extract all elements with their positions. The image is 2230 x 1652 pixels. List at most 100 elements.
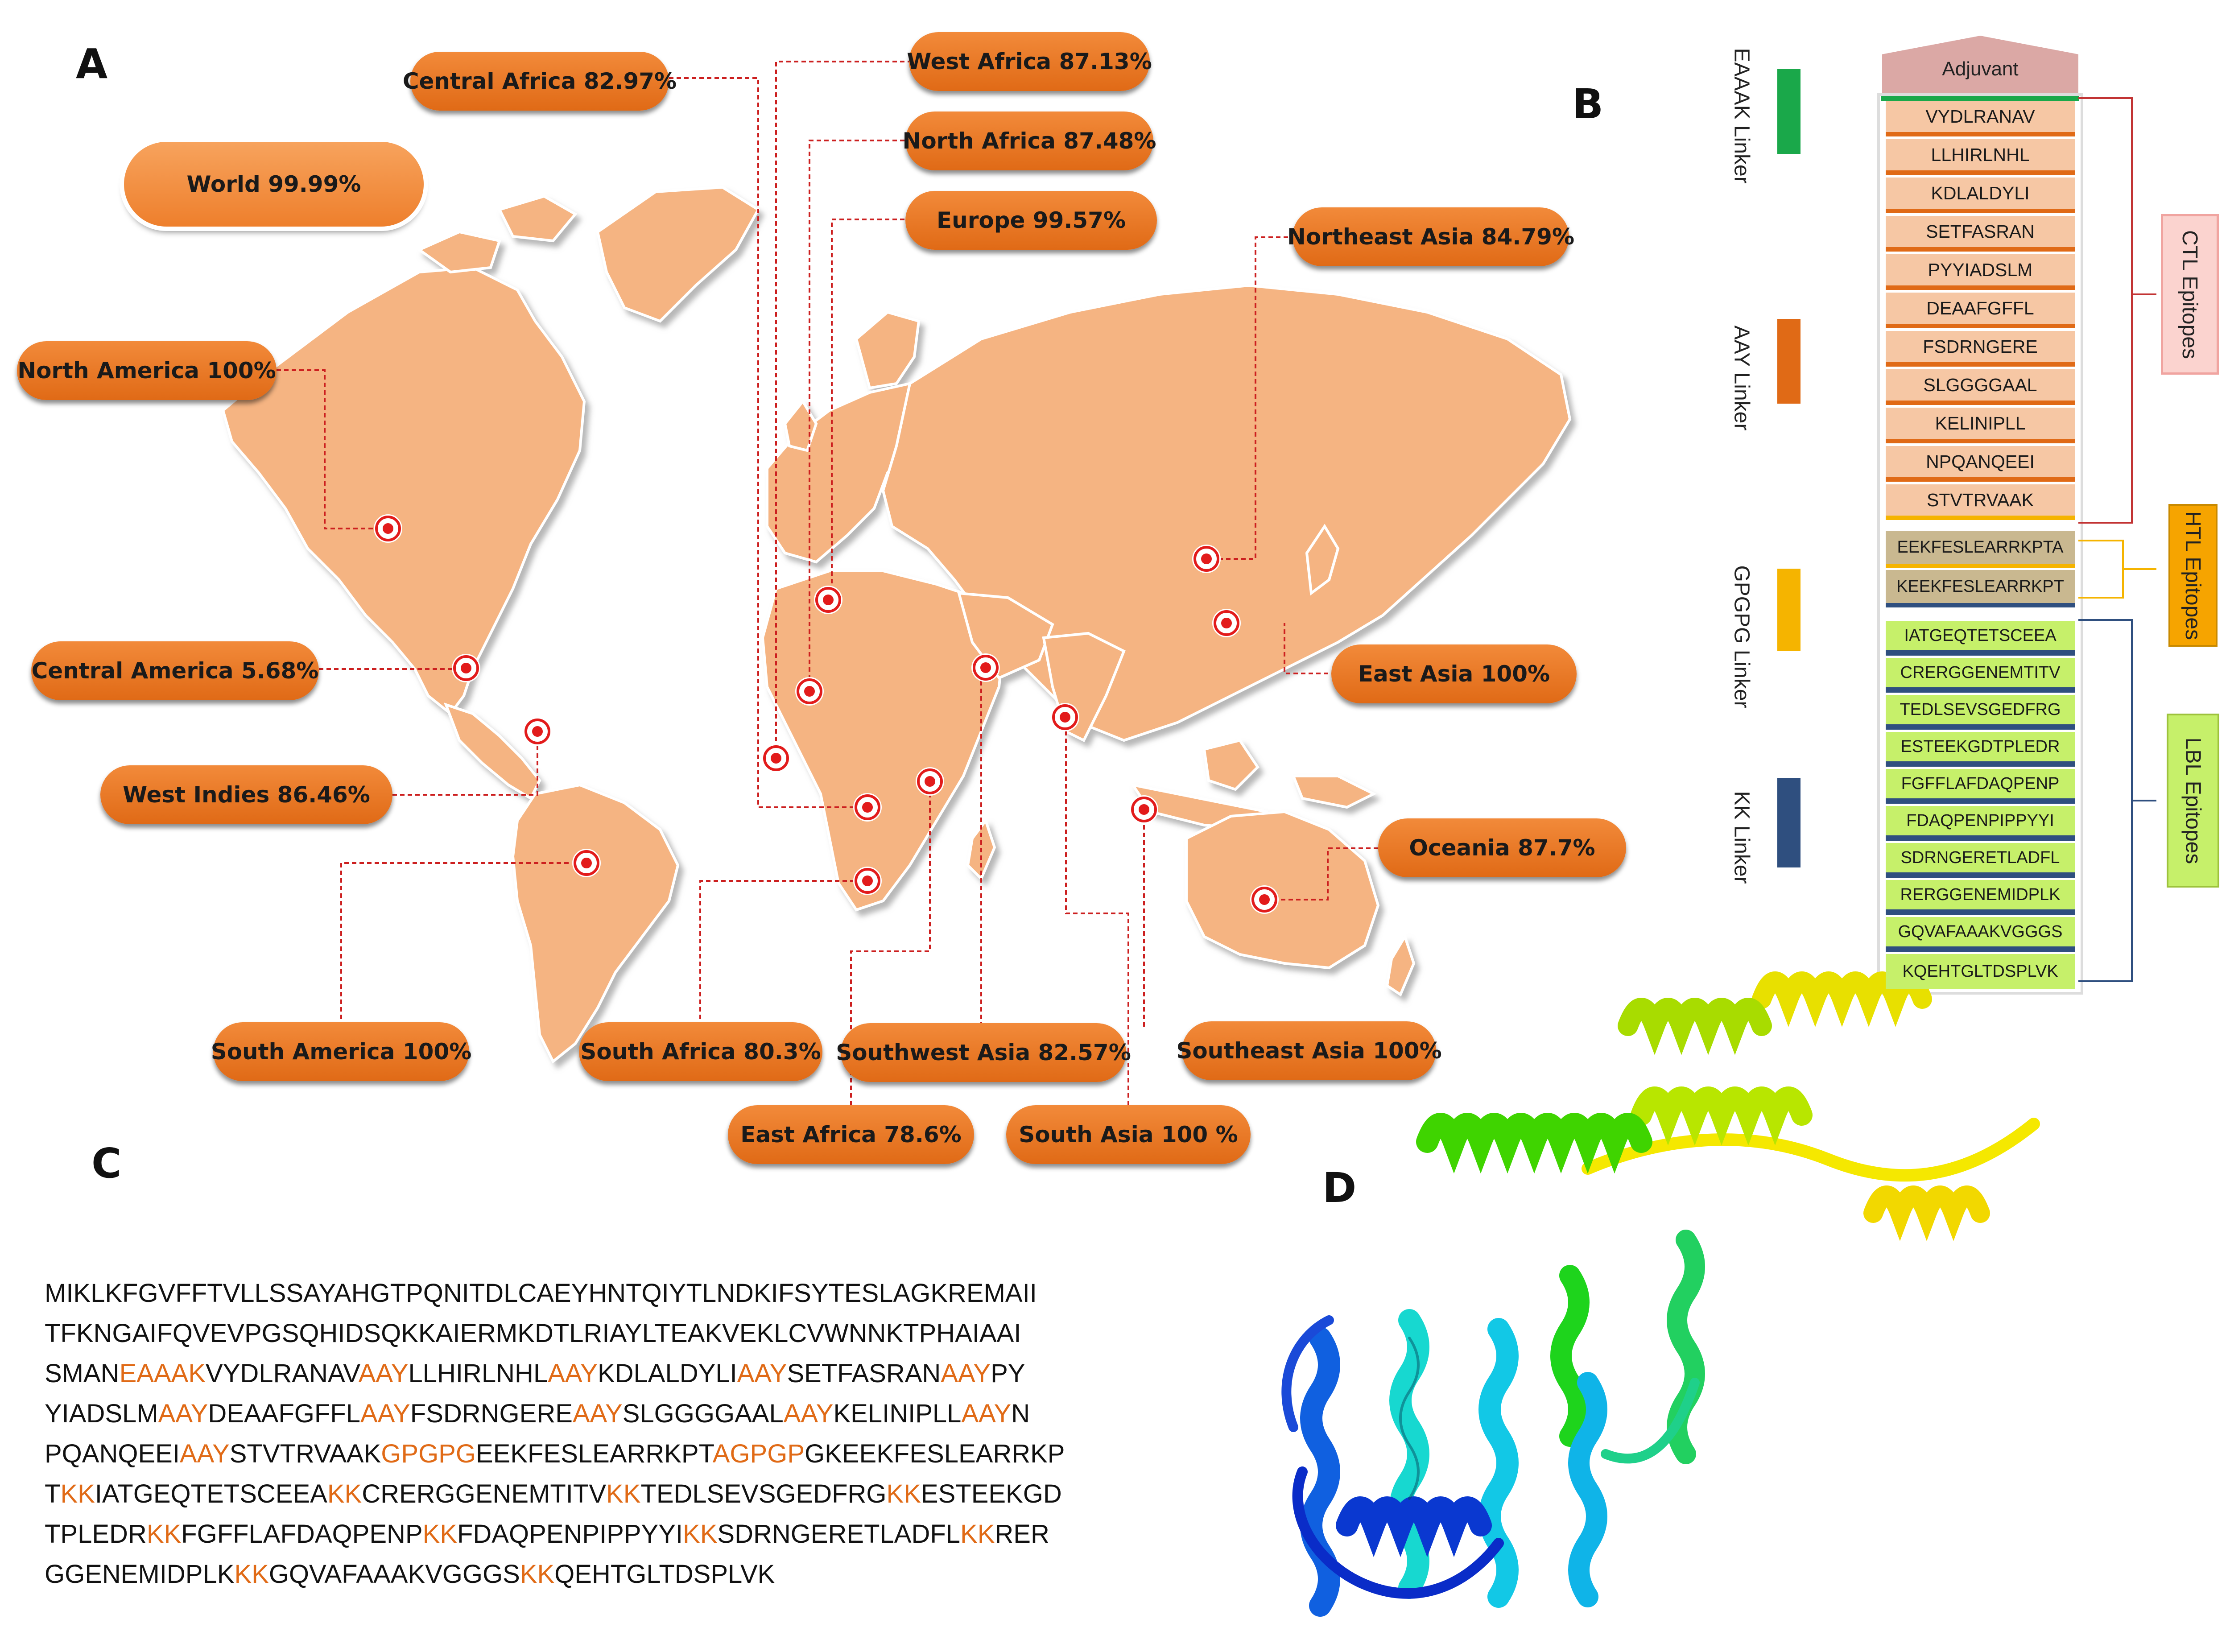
panel-b-letter: B bbox=[1572, 80, 1604, 128]
map-borneo bbox=[1202, 739, 1260, 791]
legend-label-gpgpg: GPGPG Linker bbox=[1730, 565, 1754, 708]
lbl-epitope-4: ESTEEKGDTPLEDR bbox=[1886, 732, 2075, 767]
helix-yellowgreen bbox=[1631, 1086, 1813, 1146]
helix-yellow-1 bbox=[1752, 971, 1932, 1027]
map-central-america bbox=[443, 702, 541, 801]
region-pill-southeast-asia: Southeast Asia 100% bbox=[1176, 1021, 1442, 1080]
region-pill-north-africa: North Africa 87.48% bbox=[902, 112, 1156, 170]
marker-south-asia bbox=[1051, 703, 1079, 731]
ctl-epitope-1: VYDLRANAV bbox=[1886, 101, 2075, 136]
ctl-epitope-3: KDLALDYLI bbox=[1886, 178, 2075, 213]
loop-blue-2 bbox=[1281, 1315, 1334, 1432]
linker-motif: KK bbox=[886, 1479, 921, 1508]
region-pill-europe: Europe 99.57% bbox=[905, 191, 1157, 250]
ctl-epitope-4: SETFASRAN bbox=[1886, 216, 2075, 252]
legend-swatch-kk bbox=[1777, 778, 1801, 867]
marker-east-asia bbox=[1212, 609, 1241, 637]
panel-d-letter: D bbox=[1322, 1164, 1357, 1212]
linker-motif: AAY bbox=[783, 1399, 834, 1428]
helix-yellow-2 bbox=[1863, 1185, 1990, 1241]
linker-motif: KK bbox=[327, 1479, 362, 1508]
linker-motif: AAY bbox=[548, 1359, 598, 1388]
leader-east-asia bbox=[1284, 623, 1336, 674]
leader-west-indies bbox=[392, 734, 538, 796]
ctl-epitope-6: DEAAFGFFL bbox=[1886, 293, 2075, 328]
marker-west-indies bbox=[523, 717, 552, 746]
region-pill-east-asia: East Asia 100% bbox=[1331, 644, 1577, 703]
lbl-epitope-6: FDAQPENPIPPYYI bbox=[1886, 806, 2075, 841]
linker-motif: KK bbox=[520, 1560, 555, 1589]
marker-north-america bbox=[374, 514, 402, 543]
sequence-line: MIKLKFGVFFTVLLSSAYAHGTPQNITDLCAEYHNTQIYT… bbox=[45, 1279, 1037, 1308]
map-africa bbox=[761, 570, 1005, 912]
strand-yellow bbox=[1582, 1118, 2040, 1182]
region-pill-south-america: South America 100% bbox=[211, 1022, 471, 1081]
helix-cyan-2 bbox=[1478, 1318, 1519, 1608]
map-north-america bbox=[221, 266, 586, 716]
ribbon-shadow bbox=[1399, 1337, 1420, 1500]
map-arabia bbox=[957, 591, 1054, 680]
adjuvant-linker-bar bbox=[1881, 95, 2079, 101]
linker-motif: AAY bbox=[179, 1439, 230, 1468]
marker-central-africa bbox=[853, 793, 882, 822]
leader-oceania bbox=[1266, 847, 1378, 900]
linker-motif: AGPGP bbox=[712, 1439, 805, 1468]
map-new-guinea bbox=[1291, 775, 1377, 809]
sequence-line: SMANEAAAKVYDLRANAVAAYLLHIRLNHLAAYKDLALDY… bbox=[45, 1359, 1025, 1388]
panel-c-letter: C bbox=[91, 1140, 122, 1187]
map-japan bbox=[1305, 524, 1340, 596]
helix-cyan-1 bbox=[1389, 1309, 1429, 1599]
map-scandinavia bbox=[855, 310, 921, 390]
marker-south-america bbox=[572, 849, 601, 877]
linker-motif: AAY bbox=[961, 1399, 1012, 1428]
lbl-epitope-2: CRERGGENEMTITV bbox=[1886, 658, 2075, 693]
linker-motif: KK bbox=[422, 1520, 457, 1549]
leader-europe bbox=[831, 219, 912, 600]
lbl-epitope-7: SDRNGERETLADFL bbox=[1886, 843, 2075, 878]
marker-northeast-asia bbox=[1192, 545, 1221, 573]
marker-oceania bbox=[1250, 885, 1279, 914]
lbl-epitope-5: FGFFLAFDAQPENP bbox=[1886, 769, 2075, 804]
htl-group-label-text: HTL Epitopes bbox=[2181, 511, 2205, 640]
helix-green-2 bbox=[1550, 1265, 1590, 1447]
leader-central-africa bbox=[669, 77, 865, 808]
protein-structure bbox=[1281, 971, 2040, 1617]
ctl-group-label-text: CTL Epitopes bbox=[2178, 230, 2202, 359]
linker-motif: AAY bbox=[158, 1399, 208, 1428]
linker-motif: KK bbox=[60, 1479, 95, 1508]
linker-motif: AAY bbox=[737, 1359, 787, 1388]
map-canada-islands-2 bbox=[497, 194, 578, 243]
sequence-line: YIADSLMAAYDEAAFGFFLAAYFSDRNGEREAAYSLGGGG… bbox=[45, 1399, 1030, 1428]
world-coverage-pill: World 99.99% bbox=[124, 142, 424, 227]
ctl-epitope-7: FSDRNGERE bbox=[1886, 331, 2075, 367]
leader-north-america bbox=[277, 369, 388, 529]
sequence-line: TFKNGAIFQVEVPGSQHIDSQKKAIERMKDTLRIAYLTEA… bbox=[45, 1319, 1021, 1348]
ctl-epitope-2: LLHIRLNHL bbox=[1886, 139, 2075, 175]
linker-motif: KK bbox=[683, 1520, 718, 1549]
marker-north-africa bbox=[795, 677, 824, 706]
marker-east-africa bbox=[916, 767, 944, 796]
htl-epitope-1: EEKFESLEARRKPTA bbox=[1886, 531, 2075, 568]
region-pill-northeast-asia: Northeast Asia 84.79% bbox=[1287, 207, 1574, 266]
linker-motif: GPGPG bbox=[381, 1439, 476, 1468]
ctl-group-label: CTL Epitopes bbox=[2161, 214, 2219, 375]
leader-west-africa bbox=[775, 61, 912, 756]
helix-blue-2 bbox=[1336, 1496, 1492, 1557]
leader-east-africa bbox=[850, 783, 931, 1105]
legend-swatch-aay bbox=[1777, 319, 1801, 404]
htl-group-label: HTL Epitopes bbox=[2168, 504, 2218, 647]
sequence-line: PQANQEEIAAYSTVTRVAAKGPGPGEEKFESLEARRKPTA… bbox=[45, 1439, 1065, 1468]
map-uk bbox=[783, 399, 818, 452]
linker-motif: KK bbox=[606, 1479, 641, 1508]
map-south-america bbox=[511, 783, 680, 1064]
lbl-group-label-text: LBL Epitopes bbox=[2181, 737, 2205, 864]
linker-motif: KK bbox=[960, 1520, 995, 1549]
htl-epitope-2: KEEKFESLEARRKPT bbox=[1886, 570, 2075, 607]
ctl-epitope-8: SLGGGGAAL bbox=[1886, 369, 2075, 405]
ctl-epitope-9: KELINIPLL bbox=[1886, 408, 2075, 443]
leader-north-africa bbox=[809, 140, 912, 689]
map-greenland bbox=[596, 186, 760, 323]
linker-motif: AAY bbox=[941, 1359, 991, 1388]
lbl-group-label: LBL Epitopes bbox=[2167, 714, 2219, 888]
